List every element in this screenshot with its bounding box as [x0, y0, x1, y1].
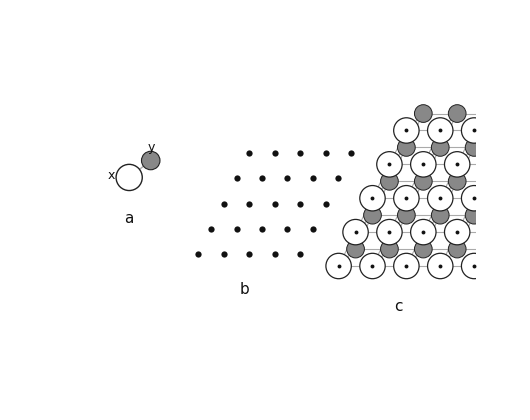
Circle shape [445, 219, 470, 245]
Circle shape [414, 240, 432, 258]
Circle shape [360, 253, 385, 279]
Circle shape [448, 240, 466, 258]
Circle shape [381, 173, 398, 190]
Circle shape [411, 219, 436, 245]
Circle shape [479, 219, 504, 245]
Circle shape [448, 105, 466, 122]
Circle shape [499, 206, 517, 224]
Circle shape [326, 253, 351, 279]
Circle shape [394, 253, 419, 279]
Circle shape [394, 186, 419, 211]
Circle shape [142, 151, 160, 170]
Circle shape [516, 105, 530, 122]
Circle shape [414, 105, 432, 122]
Circle shape [343, 219, 368, 245]
Text: c: c [394, 299, 403, 314]
Circle shape [479, 152, 504, 177]
Circle shape [482, 105, 500, 122]
Circle shape [414, 173, 432, 190]
Circle shape [496, 186, 520, 211]
Circle shape [445, 152, 470, 177]
Circle shape [499, 139, 517, 156]
Circle shape [411, 152, 436, 177]
Circle shape [116, 164, 142, 191]
Circle shape [398, 206, 415, 224]
Circle shape [428, 118, 453, 143]
Circle shape [431, 139, 449, 156]
Circle shape [431, 206, 449, 224]
Circle shape [381, 240, 398, 258]
Circle shape [465, 139, 483, 156]
Circle shape [428, 253, 453, 279]
Text: a: a [125, 211, 134, 226]
Text: b: b [240, 281, 250, 297]
Circle shape [496, 118, 520, 143]
Circle shape [394, 118, 419, 143]
Circle shape [364, 206, 382, 224]
Circle shape [482, 173, 500, 190]
Circle shape [377, 152, 402, 177]
Circle shape [360, 186, 385, 211]
Circle shape [513, 152, 530, 177]
Circle shape [529, 118, 530, 143]
Circle shape [465, 206, 483, 224]
Circle shape [428, 186, 453, 211]
Circle shape [462, 253, 487, 279]
Circle shape [516, 173, 530, 190]
Circle shape [462, 118, 487, 143]
Circle shape [347, 240, 365, 258]
Text: x: x [108, 169, 115, 182]
Text: y: y [148, 141, 155, 154]
Circle shape [448, 173, 466, 190]
Circle shape [482, 240, 500, 258]
Circle shape [462, 186, 487, 211]
Circle shape [377, 219, 402, 245]
Circle shape [398, 139, 415, 156]
